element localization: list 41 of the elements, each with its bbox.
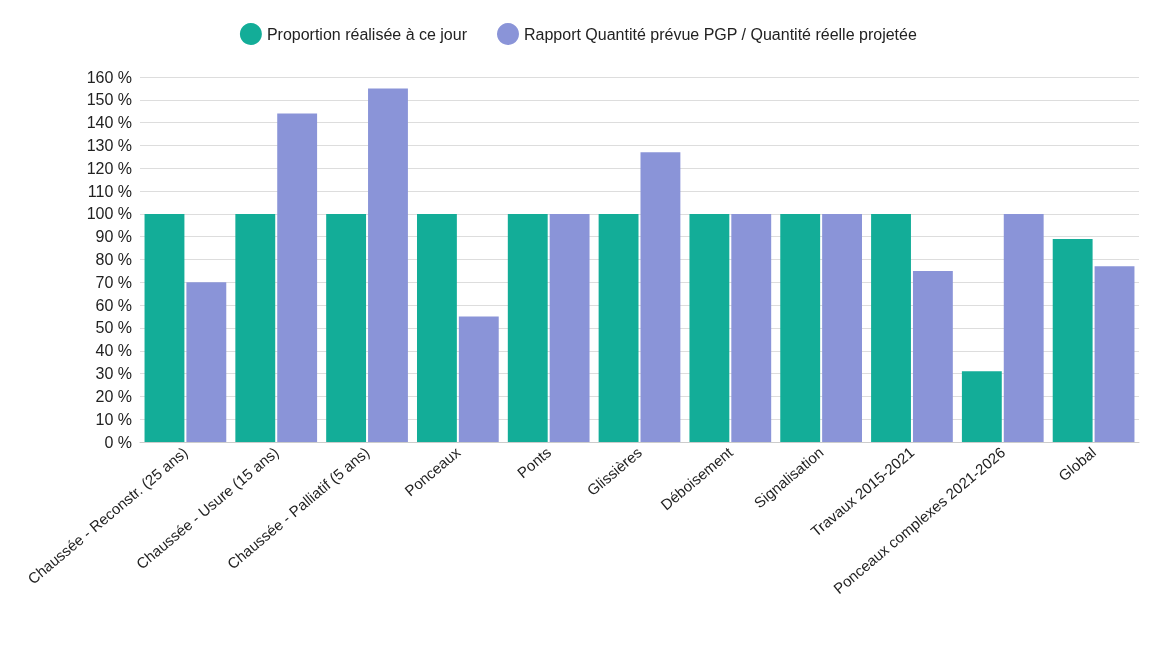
bar [1094,266,1135,442]
bar [912,270,953,442]
bar [1003,213,1044,442]
y-tick-label: 20 % [95,387,132,405]
bar [326,213,367,442]
bar [689,213,730,442]
bar [417,213,457,442]
y-tick-label: 130 % [86,136,132,154]
bar [780,213,821,442]
bar [640,152,681,442]
y-tick-label: 40 % [95,342,132,360]
bar [1052,238,1093,442]
y-tick-label: 10 % [95,410,132,428]
y-tick-label: 100 % [86,205,132,223]
y-tick-label: 160 % [86,68,132,86]
bar [458,316,499,442]
legend-label: Proportion réalisée à ce jour [266,25,468,43]
y-tick-label: 110 % [87,182,132,200]
y-tick-label: 150 % [86,91,132,109]
y-tick-label: 60 % [95,296,132,314]
y-tick-label: 70 % [95,273,132,291]
bar [961,371,1002,442]
bar [598,213,639,442]
y-tick-label: 0 % [104,433,132,451]
y-tick-label: 140 % [86,114,132,132]
y-tick-label: 120 % [86,159,132,177]
bar [186,282,227,442]
bar [277,113,318,442]
bar [144,213,185,442]
bar [507,213,548,442]
bar [731,213,772,442]
bar [822,213,862,442]
y-tick-label: 30 % [95,365,132,383]
bar [368,88,408,442]
y-tick-label: 50 % [95,319,132,337]
bar [235,213,276,442]
y-tick-label: 80 % [95,251,132,268]
legend-label: Rapport Quantité prévue PGP / Quantité réelle projetée [524,25,917,43]
y-tick-label: 90 % [95,228,132,246]
bar [549,213,590,442]
bar [871,213,911,442]
